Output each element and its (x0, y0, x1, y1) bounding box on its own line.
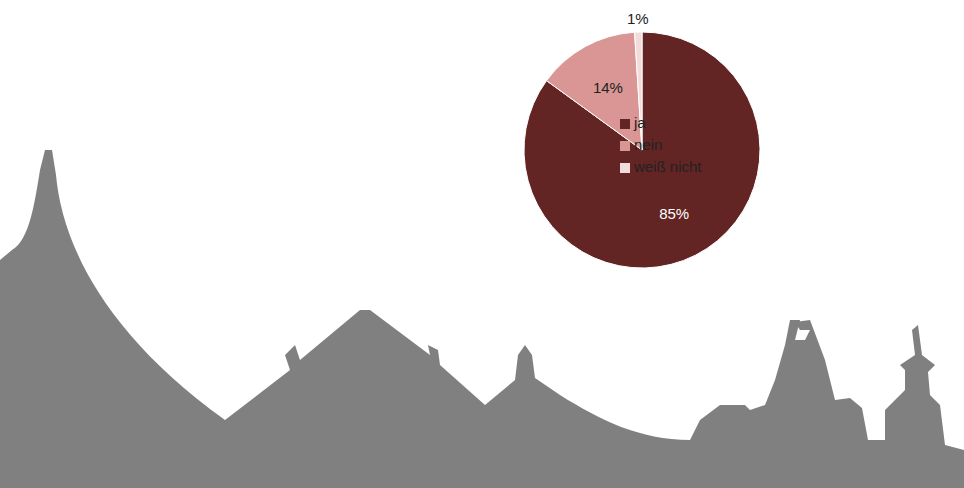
html-text:ja: ja (634, 114, 646, 131)
svg-text:1%: 1% (627, 10, 649, 27)
html-text:nein: nein (634, 136, 663, 153)
html-text:weiß nicht: weiß nicht (634, 158, 702, 175)
svg-text:85%: 85% (659, 205, 689, 222)
svg-text:14%: 14% (593, 79, 623, 96)
